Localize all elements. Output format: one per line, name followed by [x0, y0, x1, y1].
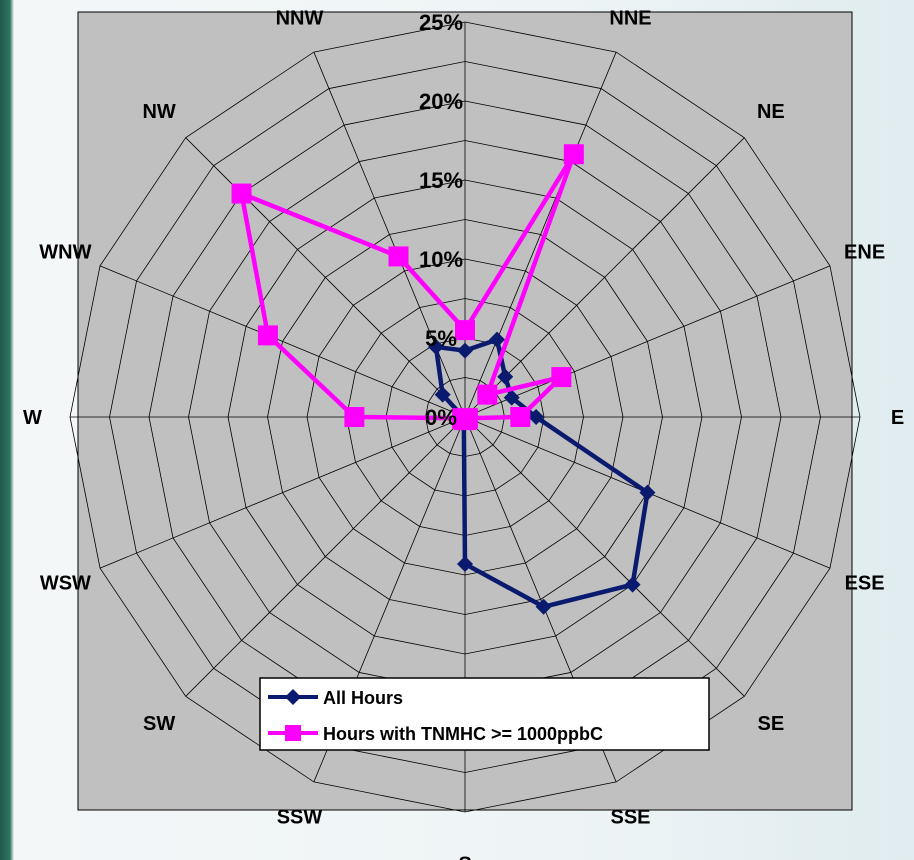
legend: All Hours Hours with TNMHC >= 1000ppbC — [259, 677, 710, 751]
direction-label-e: E — [891, 407, 904, 429]
grid-spoke — [99, 265, 466, 418]
grid-spoke — [464, 137, 745, 418]
tick-label: 15% — [419, 168, 463, 193]
data-point-tnmhc — [510, 407, 531, 427]
tick-label: 25% — [419, 10, 463, 35]
grid-spoke — [99, 416, 466, 569]
data-point-all-hours — [427, 338, 444, 355]
tick-label: 5% — [425, 326, 457, 351]
direction-label-w: W — [23, 407, 42, 429]
direction-label-nnw: NNW — [276, 7, 324, 29]
data-point-tnmhc — [455, 320, 475, 341]
legend-label-tnmhc: Hours with TNMHC >= 1000ppbC — [323, 724, 603, 744]
data-point-all-hours — [457, 342, 473, 359]
tick-label: 20% — [419, 89, 463, 114]
direction-label-sw: SW — [143, 713, 175, 735]
direction-label-wnw: WNW — [39, 241, 91, 263]
data-point-tnmhc — [477, 384, 498, 405]
direction-label-ese: ESE — [845, 573, 885, 595]
direction-label-s: S — [458, 854, 471, 860]
direction-label-ne: NE — [757, 101, 785, 123]
data-point-tnmhc — [551, 367, 572, 388]
data-point-all-hours — [535, 598, 552, 615]
data-point-all-hours — [503, 389, 520, 406]
grid-spoke — [185, 416, 466, 697]
direction-label-nw: NW — [142, 101, 175, 123]
grid-spoke — [464, 265, 831, 418]
grid-spoke — [313, 51, 466, 418]
data-point-all-hours — [624, 576, 641, 593]
direction-labels: NNE NE ENE E ESE SE SSE S SSW SW WSW W WNW NW NNW — [23, 7, 904, 860]
grid-spoke — [464, 416, 745, 697]
data-point-tnmhc — [231, 183, 252, 204]
data-point-all-hours — [457, 555, 473, 572]
data-point-tnmhc — [257, 325, 278, 346]
data-point-all-hours — [528, 409, 545, 425]
data-point-tnmhc — [344, 407, 365, 427]
legend-label-all-hours: All Hours — [323, 688, 403, 708]
data-point-all-hours — [489, 331, 506, 348]
legend-marker-tnmhc — [285, 725, 301, 741]
data-point-all-hours — [497, 368, 514, 385]
data-point-tnmhc — [388, 246, 409, 267]
radial-tick-labels: 0% 5% 10% 15% 20% 25% — [419, 10, 463, 430]
series-layer — [231, 144, 656, 615]
legend-box — [259, 677, 710, 751]
legend-item-tnmhc: Hours with TNMHC >= 1000ppbC — [268, 724, 603, 744]
direction-label-se: SE — [757, 713, 784, 735]
data-point-all-hours — [639, 484, 656, 501]
legend-item-all-hours: All Hours — [268, 688, 403, 708]
direction-label-ssw: SSW — [277, 807, 323, 829]
direction-label-sse: SSE — [611, 807, 651, 829]
grid-spoke — [464, 51, 617, 418]
data-point-tnmhc — [563, 144, 584, 165]
data-point-all-hours — [434, 386, 451, 403]
legend-marker-all-hours — [285, 689, 301, 705]
direction-label-nne: NNE — [609, 7, 651, 29]
data-point-tnmhc — [452, 408, 473, 429]
direction-label-ene: ENE — [844, 241, 885, 263]
tick-label: 10% — [419, 247, 463, 272]
tick-label: 0% — [425, 405, 457, 430]
direction-label-wsw: WSW — [40, 573, 91, 595]
